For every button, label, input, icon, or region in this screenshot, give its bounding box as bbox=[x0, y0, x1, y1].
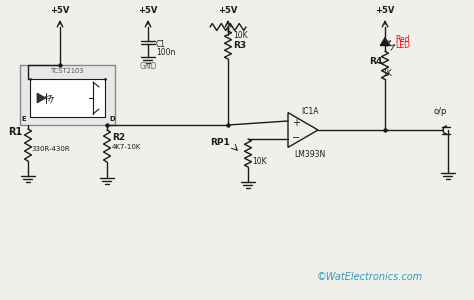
Text: D: D bbox=[109, 116, 115, 122]
Bar bbox=[30, 79, 105, 117]
Text: +5V: +5V bbox=[219, 6, 237, 15]
Text: 1K: 1K bbox=[382, 69, 392, 78]
Polygon shape bbox=[37, 93, 46, 103]
Text: +5V: +5V bbox=[138, 6, 158, 15]
Text: Red: Red bbox=[395, 35, 410, 44]
Text: TCST2103: TCST2103 bbox=[51, 68, 84, 74]
Text: E: E bbox=[21, 116, 26, 122]
Bar bbox=[20, 65, 115, 125]
Text: ©WatElectronics.com: ©WatElectronics.com bbox=[317, 272, 423, 282]
Text: 100n: 100n bbox=[156, 48, 175, 57]
Text: IC1A: IC1A bbox=[301, 107, 319, 116]
Text: +: + bbox=[292, 118, 300, 128]
Text: +5V: +5V bbox=[375, 6, 395, 15]
Text: R1: R1 bbox=[8, 127, 22, 137]
Text: o/p: o/p bbox=[433, 107, 447, 116]
Text: +5V: +5V bbox=[50, 6, 70, 15]
Polygon shape bbox=[380, 37, 390, 45]
Text: 10K: 10K bbox=[233, 31, 247, 40]
Text: 330R-430R: 330R-430R bbox=[31, 146, 70, 152]
Text: GND: GND bbox=[139, 62, 157, 71]
Text: RP1: RP1 bbox=[210, 138, 230, 147]
Text: LED: LED bbox=[395, 41, 410, 50]
Text: C1: C1 bbox=[156, 40, 166, 49]
Text: R4: R4 bbox=[369, 57, 382, 66]
Text: −: − bbox=[292, 133, 300, 142]
Text: R2: R2 bbox=[112, 133, 125, 142]
Text: 10K: 10K bbox=[252, 157, 266, 166]
Text: R3: R3 bbox=[233, 40, 246, 50]
Text: 4K7-10K: 4K7-10K bbox=[112, 144, 141, 150]
Text: LM393N: LM393N bbox=[294, 150, 326, 159]
